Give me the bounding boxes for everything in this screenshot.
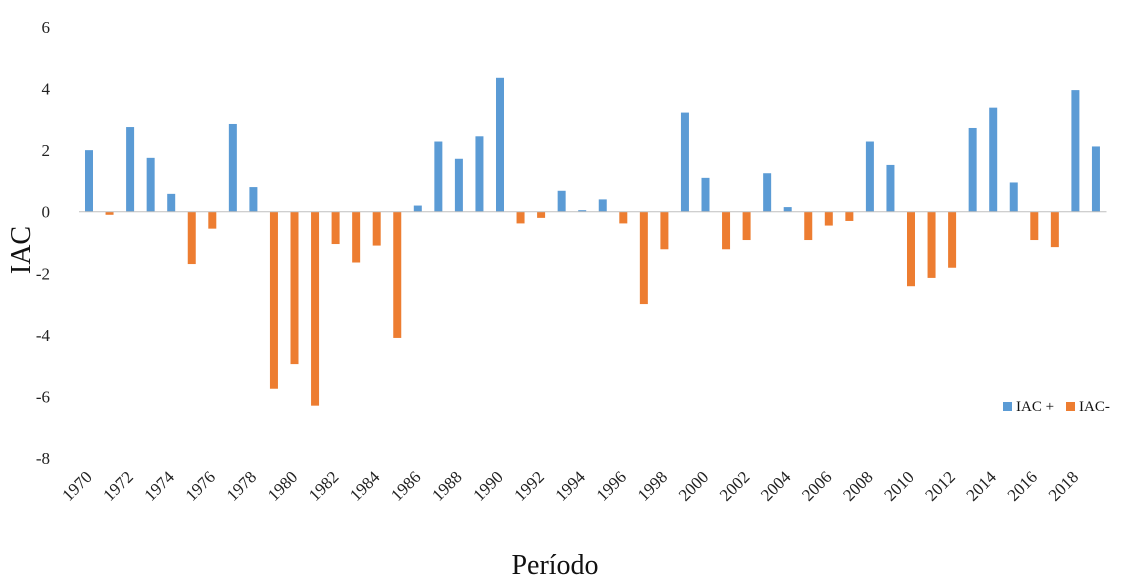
y-tick-label: -2 bbox=[36, 264, 50, 283]
bars bbox=[85, 77, 1100, 406]
bar-1996 bbox=[619, 211, 628, 224]
bar-1995 bbox=[598, 199, 607, 212]
bar-1982 bbox=[331, 211, 340, 245]
x-tick-label: 1994 bbox=[552, 467, 590, 505]
bar-1984 bbox=[372, 211, 381, 246]
x-tick-label: 2000 bbox=[675, 467, 712, 504]
bar-2011 bbox=[927, 211, 936, 278]
bar-2019 bbox=[1091, 146, 1100, 212]
bar-2015 bbox=[1009, 182, 1018, 212]
y-tick-label: -4 bbox=[36, 326, 51, 345]
x-tick-label: 1976 bbox=[182, 467, 219, 504]
bar-2003 bbox=[763, 173, 772, 212]
bar-1994 bbox=[578, 210, 587, 212]
legend-label-negative: IAC- bbox=[1079, 399, 1110, 415]
bar-1976 bbox=[208, 211, 217, 229]
legend-swatch-positive bbox=[1003, 402, 1012, 411]
bar-2016 bbox=[1030, 211, 1039, 241]
bar-1987 bbox=[434, 141, 443, 212]
bar-2017 bbox=[1050, 211, 1059, 248]
x-tick-label: 1990 bbox=[469, 467, 506, 504]
x-tick-label: 2018 bbox=[1045, 467, 1082, 504]
legend: IAC + IAC- bbox=[1003, 399, 1110, 415]
bar-1998 bbox=[660, 211, 669, 250]
bar-2002 bbox=[742, 211, 751, 241]
x-tick-label: 1984 bbox=[346, 467, 384, 505]
bar-1988 bbox=[454, 158, 463, 212]
bar-1975 bbox=[187, 211, 196, 265]
x-tick-label: 2016 bbox=[1004, 467, 1041, 504]
y-axis-ticks: 6 4 2 0 -2 -4 -6 -8 bbox=[36, 18, 51, 468]
x-tick-label: 2008 bbox=[839, 467, 876, 504]
x-tick-label: 1988 bbox=[428, 467, 465, 504]
x-tick-label: 2004 bbox=[757, 467, 795, 505]
x-tick-label: 2012 bbox=[921, 467, 958, 504]
bar-1981 bbox=[311, 211, 320, 406]
x-tick-label: 1980 bbox=[264, 467, 301, 504]
bar-2004 bbox=[783, 207, 792, 212]
x-tick-label: 1992 bbox=[510, 467, 547, 504]
y-tick-label: 4 bbox=[42, 80, 51, 99]
x-tick-label: 2006 bbox=[798, 467, 835, 504]
y-tick-label: 0 bbox=[42, 203, 51, 222]
x-tick-label: 1972 bbox=[99, 467, 136, 504]
bar-2018 bbox=[1071, 90, 1080, 212]
x-tick-label: 1978 bbox=[223, 467, 260, 504]
bar-1973 bbox=[146, 157, 155, 212]
bar-1979 bbox=[269, 211, 278, 389]
bar-1983 bbox=[352, 211, 361, 263]
x-tick-label: 1998 bbox=[634, 467, 671, 504]
x-tick-label: 1996 bbox=[593, 467, 630, 504]
bar-2013 bbox=[968, 127, 977, 212]
bar-2012 bbox=[948, 211, 957, 268]
bar-2009 bbox=[886, 164, 895, 212]
legend-swatch-negative bbox=[1066, 402, 1075, 411]
bar-1986 bbox=[413, 205, 422, 212]
bar-2000 bbox=[701, 177, 710, 212]
bar-1971 bbox=[105, 211, 114, 215]
bar-1990 bbox=[496, 77, 504, 212]
y-tick-label: -8 bbox=[36, 449, 50, 468]
bar-1977 bbox=[228, 123, 237, 212]
y-axis-title: IAC bbox=[6, 226, 37, 274]
bar-1974 bbox=[167, 193, 176, 212]
legend-label-positive: IAC + bbox=[1016, 399, 1054, 415]
x-tick-label: 1974 bbox=[141, 467, 179, 505]
bar-1993 bbox=[557, 190, 566, 212]
bar-1978 bbox=[249, 187, 258, 212]
bar-2005 bbox=[804, 211, 813, 241]
bar-1972 bbox=[126, 127, 135, 212]
x-tick-label: 2010 bbox=[880, 467, 917, 504]
x-axis-ticks: 1970 1972 1974 1976 1978 1980 1982 1984 1986 1988… bbox=[58, 467, 1082, 505]
bar-1980 bbox=[290, 211, 299, 365]
bar-1997 bbox=[639, 211, 648, 305]
y-tick-label: 2 bbox=[42, 141, 51, 160]
x-tick-label: 1970 bbox=[58, 467, 95, 504]
x-axis-title: Período bbox=[511, 550, 598, 581]
bar-1989 bbox=[475, 136, 484, 212]
bar-2006 bbox=[824, 211, 833, 226]
bar-1970 bbox=[85, 150, 93, 212]
bar-2014 bbox=[989, 107, 998, 212]
y-tick-label: 6 bbox=[42, 18, 51, 37]
bar-1985 bbox=[393, 211, 402, 338]
x-tick-label: 1982 bbox=[305, 467, 342, 504]
bar-2008 bbox=[865, 141, 874, 212]
x-tick-label: 1986 bbox=[387, 467, 424, 504]
bar-1992 bbox=[537, 211, 546, 218]
x-tick-label: 2002 bbox=[716, 467, 753, 504]
bar-1991 bbox=[516, 211, 525, 224]
bar-2001 bbox=[722, 211, 731, 250]
bar-1999 bbox=[680, 112, 689, 212]
x-tick-label: 2014 bbox=[963, 467, 1001, 505]
bar-2007 bbox=[845, 211, 854, 221]
y-tick-label: -6 bbox=[36, 387, 50, 406]
bar-2010 bbox=[907, 211, 915, 287]
